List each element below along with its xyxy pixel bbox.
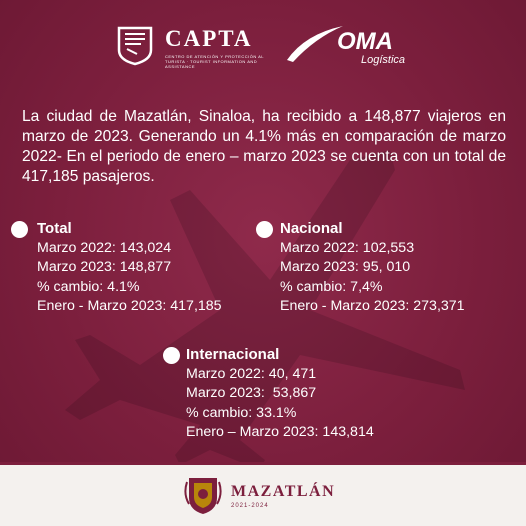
- stats-line: Marzo 2022: 40, 471: [186, 365, 317, 382]
- stats-internacional: Internacional Marzo 2022: 40, 471 Marzo …: [186, 345, 374, 443]
- stats-nacional: Nacional Marzo 2022: 102,553 Marzo 2023:…: [280, 219, 465, 317]
- stats-line: % cambio: 33.1%: [186, 404, 297, 421]
- administration-years: 2021-2024: [231, 503, 269, 509]
- stats-line: Enero - Marzo 2023: 273,371: [280, 298, 465, 314]
- airplane-silhouette-icon: [65, 150, 465, 470]
- capta-logo: CAPTA CENTRO DE ATENCIÓN Y PROTECCIÓN AL…: [115, 24, 265, 69]
- stats-line: Marzo 2022: 143,024: [37, 239, 172, 256]
- stats-total: Total Marzo 2022: 143,024 Marzo 2023: 14…: [37, 219, 222, 317]
- municipal-seal-icon: [184, 478, 222, 514]
- stats-internacional-title: Internacional: [186, 346, 280, 363]
- bullet-dot-icon: [11, 221, 28, 238]
- stats-line: Enero - Marzo 2023: 417,185: [37, 298, 222, 314]
- stats-line: % cambio: 4.1%: [37, 278, 140, 295]
- oma-subtitle: Logística: [361, 54, 406, 66]
- stats-line: Marzo 2023: 95, 010: [280, 259, 411, 275]
- municipality-name: MAZATLÁN: [231, 483, 336, 500]
- oma-name: OMA: [337, 28, 393, 55]
- stats-nacional-title: Nacional: [280, 220, 343, 237]
- oma-logo: OMA Logística: [285, 24, 415, 68]
- bullet-dot-icon: [256, 221, 273, 238]
- footer-divider: [0, 462, 526, 465]
- capta-subtitle: CENTRO DE ATENCIÓN Y PROTECCIÓN AL TURIS…: [165, 54, 264, 69]
- stats-line: Marzo 2023: 148,877: [37, 259, 172, 275]
- bullet-dot-icon: [163, 347, 180, 364]
- capta-name: CAPTA: [165, 26, 253, 51]
- capta-logo-icon: [117, 26, 153, 66]
- stats-line: Enero – Marzo 2023: 143,814: [186, 424, 374, 440]
- stats-total-title: Total: [37, 220, 72, 237]
- intro-paragraph: La ciudad de Mazatlán, Sinaloa, ha recib…: [22, 108, 506, 185]
- stats-line: Marzo 2022: 102,553: [280, 239, 415, 256]
- stats-line: Marzo 2023: 53,867: [186, 385, 317, 401]
- header: CAPTA CENTRO DE ATENCIÓN Y PROTECCIÓN AL…: [0, 22, 526, 72]
- oma-swoosh-icon: [287, 26, 343, 62]
- stats-line: % cambio: 7,4%: [280, 278, 383, 295]
- footer: MAZATLÁN 2021-2024: [0, 462, 526, 526]
